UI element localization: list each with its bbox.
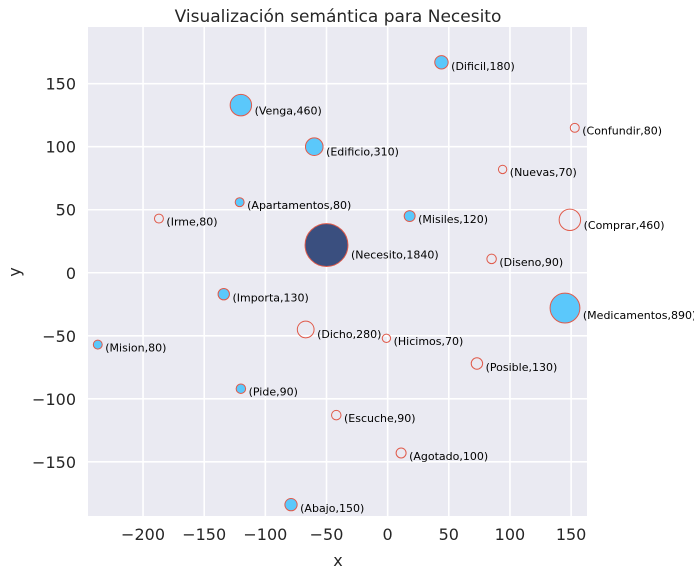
point-label-misiles: (Misiles,120) <box>418 213 488 226</box>
data-points <box>92 55 582 512</box>
x-tick-label: −100 <box>243 525 287 544</box>
chart-title: Visualización semántica para Necesito <box>175 7 502 27</box>
y-tick-label: 100 <box>45 138 76 157</box>
point-dificil <box>434 55 449 70</box>
point-label-comprar: (Comprar,460) <box>584 219 665 232</box>
point-label-abajo: (Abajo,150) <box>300 502 364 515</box>
point-label-mision: (Mision,80) <box>105 341 166 354</box>
point-venga <box>229 93 253 117</box>
y-tick-label: −100 <box>32 390 76 409</box>
point-label-necesito: (Necesito,1840) <box>351 249 439 262</box>
y-tick-label: −50 <box>42 327 76 346</box>
point-label-importa: (Importa,130) <box>232 291 308 304</box>
point-label-posible: (Posible,130) <box>486 361 558 374</box>
x-tick-label: −150 <box>182 525 226 544</box>
point-apartamentos <box>234 197 245 208</box>
point-label-irme: (Irme,80) <box>166 215 217 228</box>
x-axis-label: x <box>333 551 342 570</box>
point-comprar <box>558 208 582 232</box>
point-dicho <box>296 320 315 339</box>
point-importa <box>217 287 230 301</box>
x-tick-label: 50 <box>439 525 459 544</box>
point-label-apartamentos: (Apartamentos,80) <box>247 199 351 212</box>
point-abajo <box>284 498 298 512</box>
point-label-medicamentos: (Medicamentos,890) <box>583 309 694 322</box>
y-tick-label: −150 <box>32 453 76 472</box>
point-label-agotado: (Agotado,100) <box>409 450 488 463</box>
point-confundir <box>569 122 580 133</box>
point-medicamentos <box>549 292 581 324</box>
point-label-hicimos: (Hicimos,70) <box>394 335 464 348</box>
x-tick-label: 150 <box>556 525 587 544</box>
point-label-confundir: (Confundir,80) <box>582 125 662 138</box>
point-label-nuevas: (Nuevas,70) <box>510 166 577 179</box>
point-label-dificil: (Dificil,180) <box>451 60 515 73</box>
x-tick-label: 100 <box>495 525 526 544</box>
y-tick-label: 50 <box>56 201 76 220</box>
y-axis-label: y <box>5 267 24 276</box>
point-edificio <box>304 137 324 157</box>
point-irme <box>153 213 164 224</box>
tick-labels: −200 −150 −100 −50 0 50 100 150 −150 −100 −50 0 50 10… <box>32 75 586 544</box>
point-label-venga: (Venga,460) <box>255 104 322 117</box>
point-label-pide: (Pide,90) <box>249 386 298 399</box>
point-nuevas <box>497 164 508 175</box>
grid-lines <box>88 27 587 516</box>
point-agotado <box>395 447 407 459</box>
x-tick-label: 0 <box>383 525 393 544</box>
point-labels: (Necesito,1840) (Medicamentos,890) (Venga,… <box>105 60 694 515</box>
point-escuche <box>331 409 342 421</box>
point-hicimos <box>381 333 392 343</box>
point-necesito <box>304 223 349 267</box>
point-mision <box>92 339 103 350</box>
x-tick-label: −50 <box>310 525 344 544</box>
plot-area <box>88 27 587 516</box>
y-tick-label: 150 <box>45 75 76 94</box>
point-diseno <box>486 253 497 265</box>
point-label-escuche: (Escuche,90) <box>344 412 416 425</box>
y-tick-label: 0 <box>66 264 76 283</box>
point-label-edificio: (Edificio,310) <box>326 145 399 158</box>
point-posible <box>470 357 484 370</box>
point-label-diseno: (Diseno,90) <box>499 256 563 269</box>
point-label-dicho: (Dicho,280) <box>317 328 381 341</box>
x-tick-label: −200 <box>121 525 165 544</box>
point-misiles <box>403 210 416 223</box>
point-pide <box>235 383 247 394</box>
